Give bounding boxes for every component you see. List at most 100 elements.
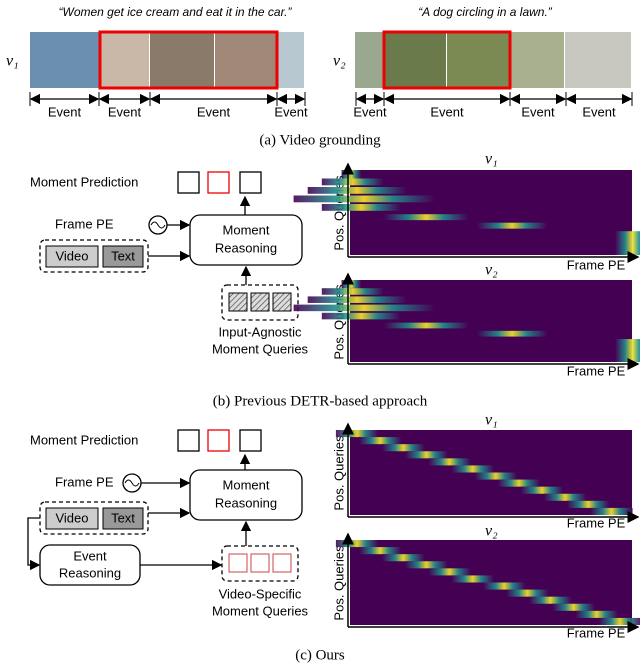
pe-wave [150,221,166,229]
query [228,292,248,312]
frame [100,32,149,88]
frame [150,32,214,88]
heat-band [506,589,549,597]
label: Moment Prediction [30,174,138,189]
box [239,171,262,194]
axis-label: Pos. Queries [331,175,346,251]
label: Event [73,548,107,563]
event-label: Event [430,104,464,119]
arrow [27,517,41,571]
axis-label: Frame PE [567,363,626,378]
label: Reasoning [59,565,121,580]
heat-band [382,444,425,452]
event-label: Event [274,104,308,119]
label: Reasoning [215,240,277,255]
heat-band [382,554,425,562]
box [207,429,230,452]
input-group [39,239,149,273]
label: Input-Agnostic [218,324,302,339]
highlight [382,30,512,90]
video-label: v₂ [485,523,498,540]
text-token [102,245,144,268]
query [272,292,292,312]
frame [384,32,446,88]
label: Video [55,248,88,263]
frame [565,32,631,88]
quote: “A dog circling in a lawn.” [418,5,553,19]
heat-band [598,617,640,625]
heat-band [544,493,587,501]
box [207,171,230,194]
heat-band [335,540,379,548]
heat-band [474,472,517,480]
heat-band [428,568,471,576]
heatmap [350,170,632,255]
label: Moment [223,477,270,492]
video-label: v₂ [485,262,498,279]
event-label: Event [582,104,616,119]
query [250,292,270,312]
heat-band [341,280,362,289]
heat-band [567,500,610,508]
heat-band [307,187,407,194]
frame [510,32,564,88]
heat-band [321,178,384,186]
event-label: Event [48,104,82,119]
frame [30,32,99,88]
axis-label: Frame PE [567,515,626,530]
query [272,553,292,573]
heat-band [451,575,494,583]
heat-band [451,465,494,473]
label: Frame PE [55,474,114,489]
heat-band [428,458,471,466]
label: Video [55,510,88,525]
frame [215,32,276,88]
axis-label: Pos. Queries [331,545,346,621]
label: Video-Specific [219,586,302,601]
heat-band [383,214,469,221]
heat-band [383,322,469,329]
event-label: Event [353,104,387,119]
heat-band [341,170,362,179]
heat-band [529,596,572,604]
input-group [39,501,149,535]
axis-label: Pos. Queries [331,435,346,511]
module [189,214,303,266]
event-segments: Event Event Event Event Event Event Event Event [29,92,633,119]
heat-band [307,296,407,303]
heat-band [321,204,401,211]
box [177,171,200,194]
heatmaps [293,162,640,633]
heat-band [520,486,564,494]
video-label: v₂ [333,53,346,70]
heat-band [476,330,548,337]
label: Reasoning [215,495,277,510]
heat-band [321,312,401,320]
heat-band [483,582,526,590]
event-label: Event [108,104,142,119]
label: Text [111,248,135,263]
query [250,553,270,573]
heat-band [615,339,640,362]
caption: (b) Previous DETR-based approach [213,393,428,409]
highlight [98,30,279,90]
heat-band [476,222,548,229]
video-label: v₁ [485,151,498,168]
axis-label: Pos. Queries [331,284,346,360]
query-group [221,545,299,582]
pe-wave [124,479,140,487]
label: Text [111,510,135,525]
box [177,429,200,452]
query-group [221,284,299,321]
heatmap [350,280,632,362]
video-label: v₁ [485,412,498,429]
heat-band [293,195,435,203]
heat-band [590,507,633,515]
text-token [102,507,144,530]
heat-band [405,561,448,569]
axis-label: Frame PE [567,257,626,272]
label: Moment Queries [212,341,309,356]
heat-band [405,451,448,459]
frame [447,32,509,88]
